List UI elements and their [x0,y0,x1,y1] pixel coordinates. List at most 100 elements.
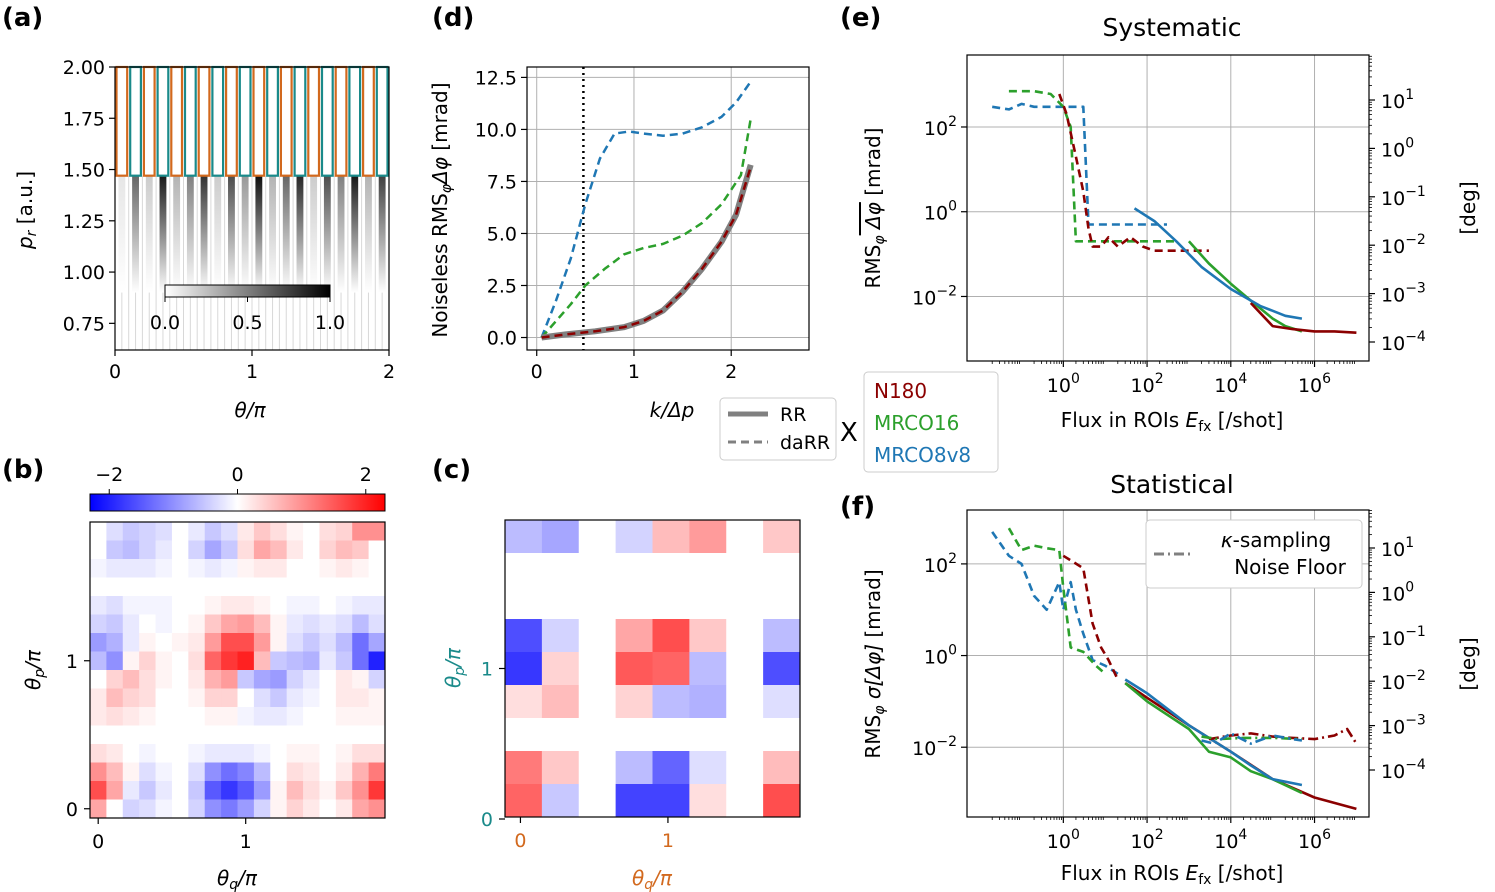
b-cbar-tick-label: −2 [95,464,123,486]
b-cell [303,633,320,652]
b-cell [155,651,173,671]
a-roi-box [211,65,225,177]
c-cell [652,784,690,818]
b-cell [188,762,206,782]
b-cell [335,781,353,800]
b-cell [221,762,238,782]
e-xtick-label: 104 [1214,371,1247,397]
e-series-n180-solid [1249,302,1357,334]
b-cell [221,799,238,819]
b-cell [188,614,206,634]
b-cell [204,522,222,541]
a-roi-box [142,65,156,177]
b-cell [253,596,271,615]
a-stripe [310,175,318,293]
b-cell [352,707,370,726]
b-cell [335,799,353,819]
c-cell [726,685,764,719]
a-roi-box [238,65,252,177]
d-xlabel: k/Δp [650,398,695,422]
c-ytick-label: 1 [481,659,493,681]
b-cell [155,633,173,652]
b-cell [303,707,320,726]
panel-label-e: (e) [840,3,881,33]
b-cell [319,707,337,726]
a-roi-box [252,65,266,177]
b-cell [303,762,320,782]
b-ylabel: θp/π [21,649,48,690]
a-stripe [323,175,331,293]
b-cell [122,781,140,800]
b-cell [122,614,140,634]
b-cell [237,725,255,745]
b-cell [286,577,304,597]
b-cell [303,577,320,597]
c-cell [615,718,653,752]
b-cell [188,559,206,578]
b-cell [319,540,337,560]
b-cell [155,744,173,763]
b-cell [122,522,140,541]
a-roi-box [156,65,170,177]
c-cell [763,619,801,653]
c-cell [615,784,653,818]
b-cell [204,744,222,763]
b-cell [204,725,222,745]
c-cell [615,685,653,719]
f-series-n180-dashdot [1208,727,1358,745]
f-xtick-label: 100 [1047,827,1080,853]
c-axes: 00 1 1 [481,659,674,853]
b-cell [352,781,370,800]
c-cell [726,751,764,785]
e-xlabel: Flux in ROIs Efx [/shot] [1061,408,1284,435]
a-roi-box [362,65,375,177]
e-series-mrco8v8-dashed [992,102,1167,226]
a-roi-box [129,65,142,177]
d-lines [540,67,754,350]
e-series-mrco16-solid [1187,240,1303,333]
b-cell [319,559,337,578]
b-cell [253,744,271,763]
c-cell [726,718,764,752]
b-cell [122,651,140,671]
b-cell [204,577,222,597]
b-cell [368,522,386,541]
b-cell [237,596,255,615]
b-cell [303,559,320,578]
c-cell [541,586,580,620]
b-cell [139,522,157,541]
f-legend: κ-sampling Noise Floor [1145,519,1363,589]
b-cell [122,670,140,689]
a-roi-box [225,65,238,177]
f-axes: 100 102 104 106 10−2 100 102 10−4 10−3 10−2 10−1 10… [912,510,1426,853]
b-cell [253,522,271,541]
c-cell [652,718,690,752]
a-stripe [296,175,304,293]
panel-d: 0 1 2 0.0 2.5 5.0 7.5 10.0 12.5 k/Δp Noiseless R… [428,66,837,461]
b-cell [286,596,304,615]
b-cell [253,559,271,578]
b-cell [335,762,353,782]
f-ylabel: RMSφ σ[Δφ] [mrad] [861,569,888,758]
a-ytick-label: 1.25 [63,211,105,233]
b-cell [155,725,173,745]
c-xtick-label: 0 [514,830,526,852]
e-ytick-label: 102 [924,114,957,140]
b-cell [270,559,288,578]
b-cell [204,707,222,726]
panel-label-d: (d) [432,3,474,33]
a-roi-box [320,65,334,177]
b-cell [368,614,386,634]
f-series-n180-dashed [1062,554,1119,681]
b-cell [335,540,353,560]
b-cell [171,633,189,652]
c-cell [689,553,727,587]
b-cell [303,522,320,541]
c-cell [689,751,727,785]
center-legend-box [863,371,999,473]
b-cell [188,651,206,671]
b-cell [319,596,337,615]
a-stripe [159,175,167,293]
f-xlabel: Flux in ROIs Efx [/shot] [1061,861,1284,888]
